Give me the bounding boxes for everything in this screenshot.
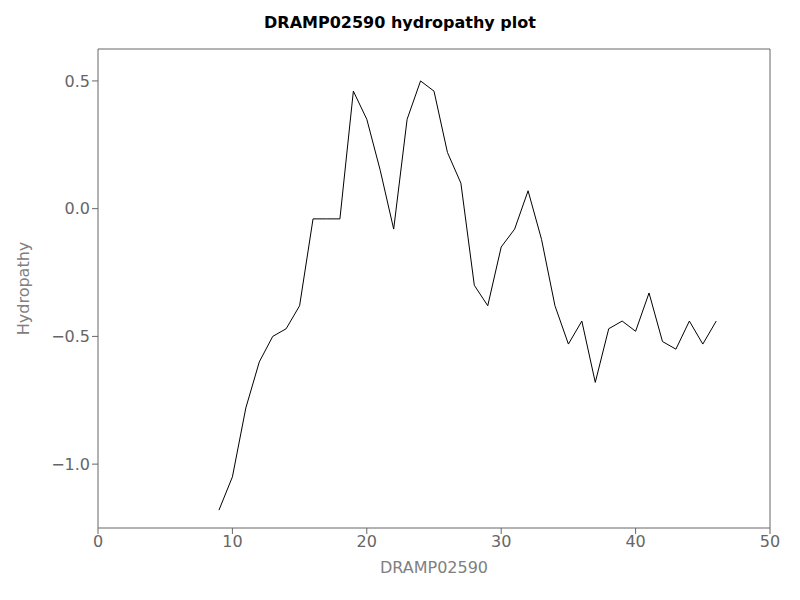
svg-text:Hydropathy: Hydropathy	[14, 242, 33, 336]
svg-text:0.5: 0.5	[65, 72, 90, 91]
svg-text:DRAMP02590: DRAMP02590	[380, 558, 488, 577]
svg-text:30: 30	[491, 532, 511, 551]
svg-text:50: 50	[760, 532, 780, 551]
svg-text:10: 10	[222, 532, 242, 551]
svg-text:−1.0: −1.0	[51, 455, 90, 474]
svg-text:−0.5: −0.5	[51, 327, 90, 346]
svg-text:20: 20	[357, 532, 377, 551]
svg-text:0: 0	[93, 532, 103, 551]
svg-text:0.0: 0.0	[65, 199, 90, 218]
html-text:DRAMP02590 hydropathy plot: DRAMP02590 hydropathy plot	[264, 13, 536, 32]
svg-text:40: 40	[625, 532, 645, 551]
